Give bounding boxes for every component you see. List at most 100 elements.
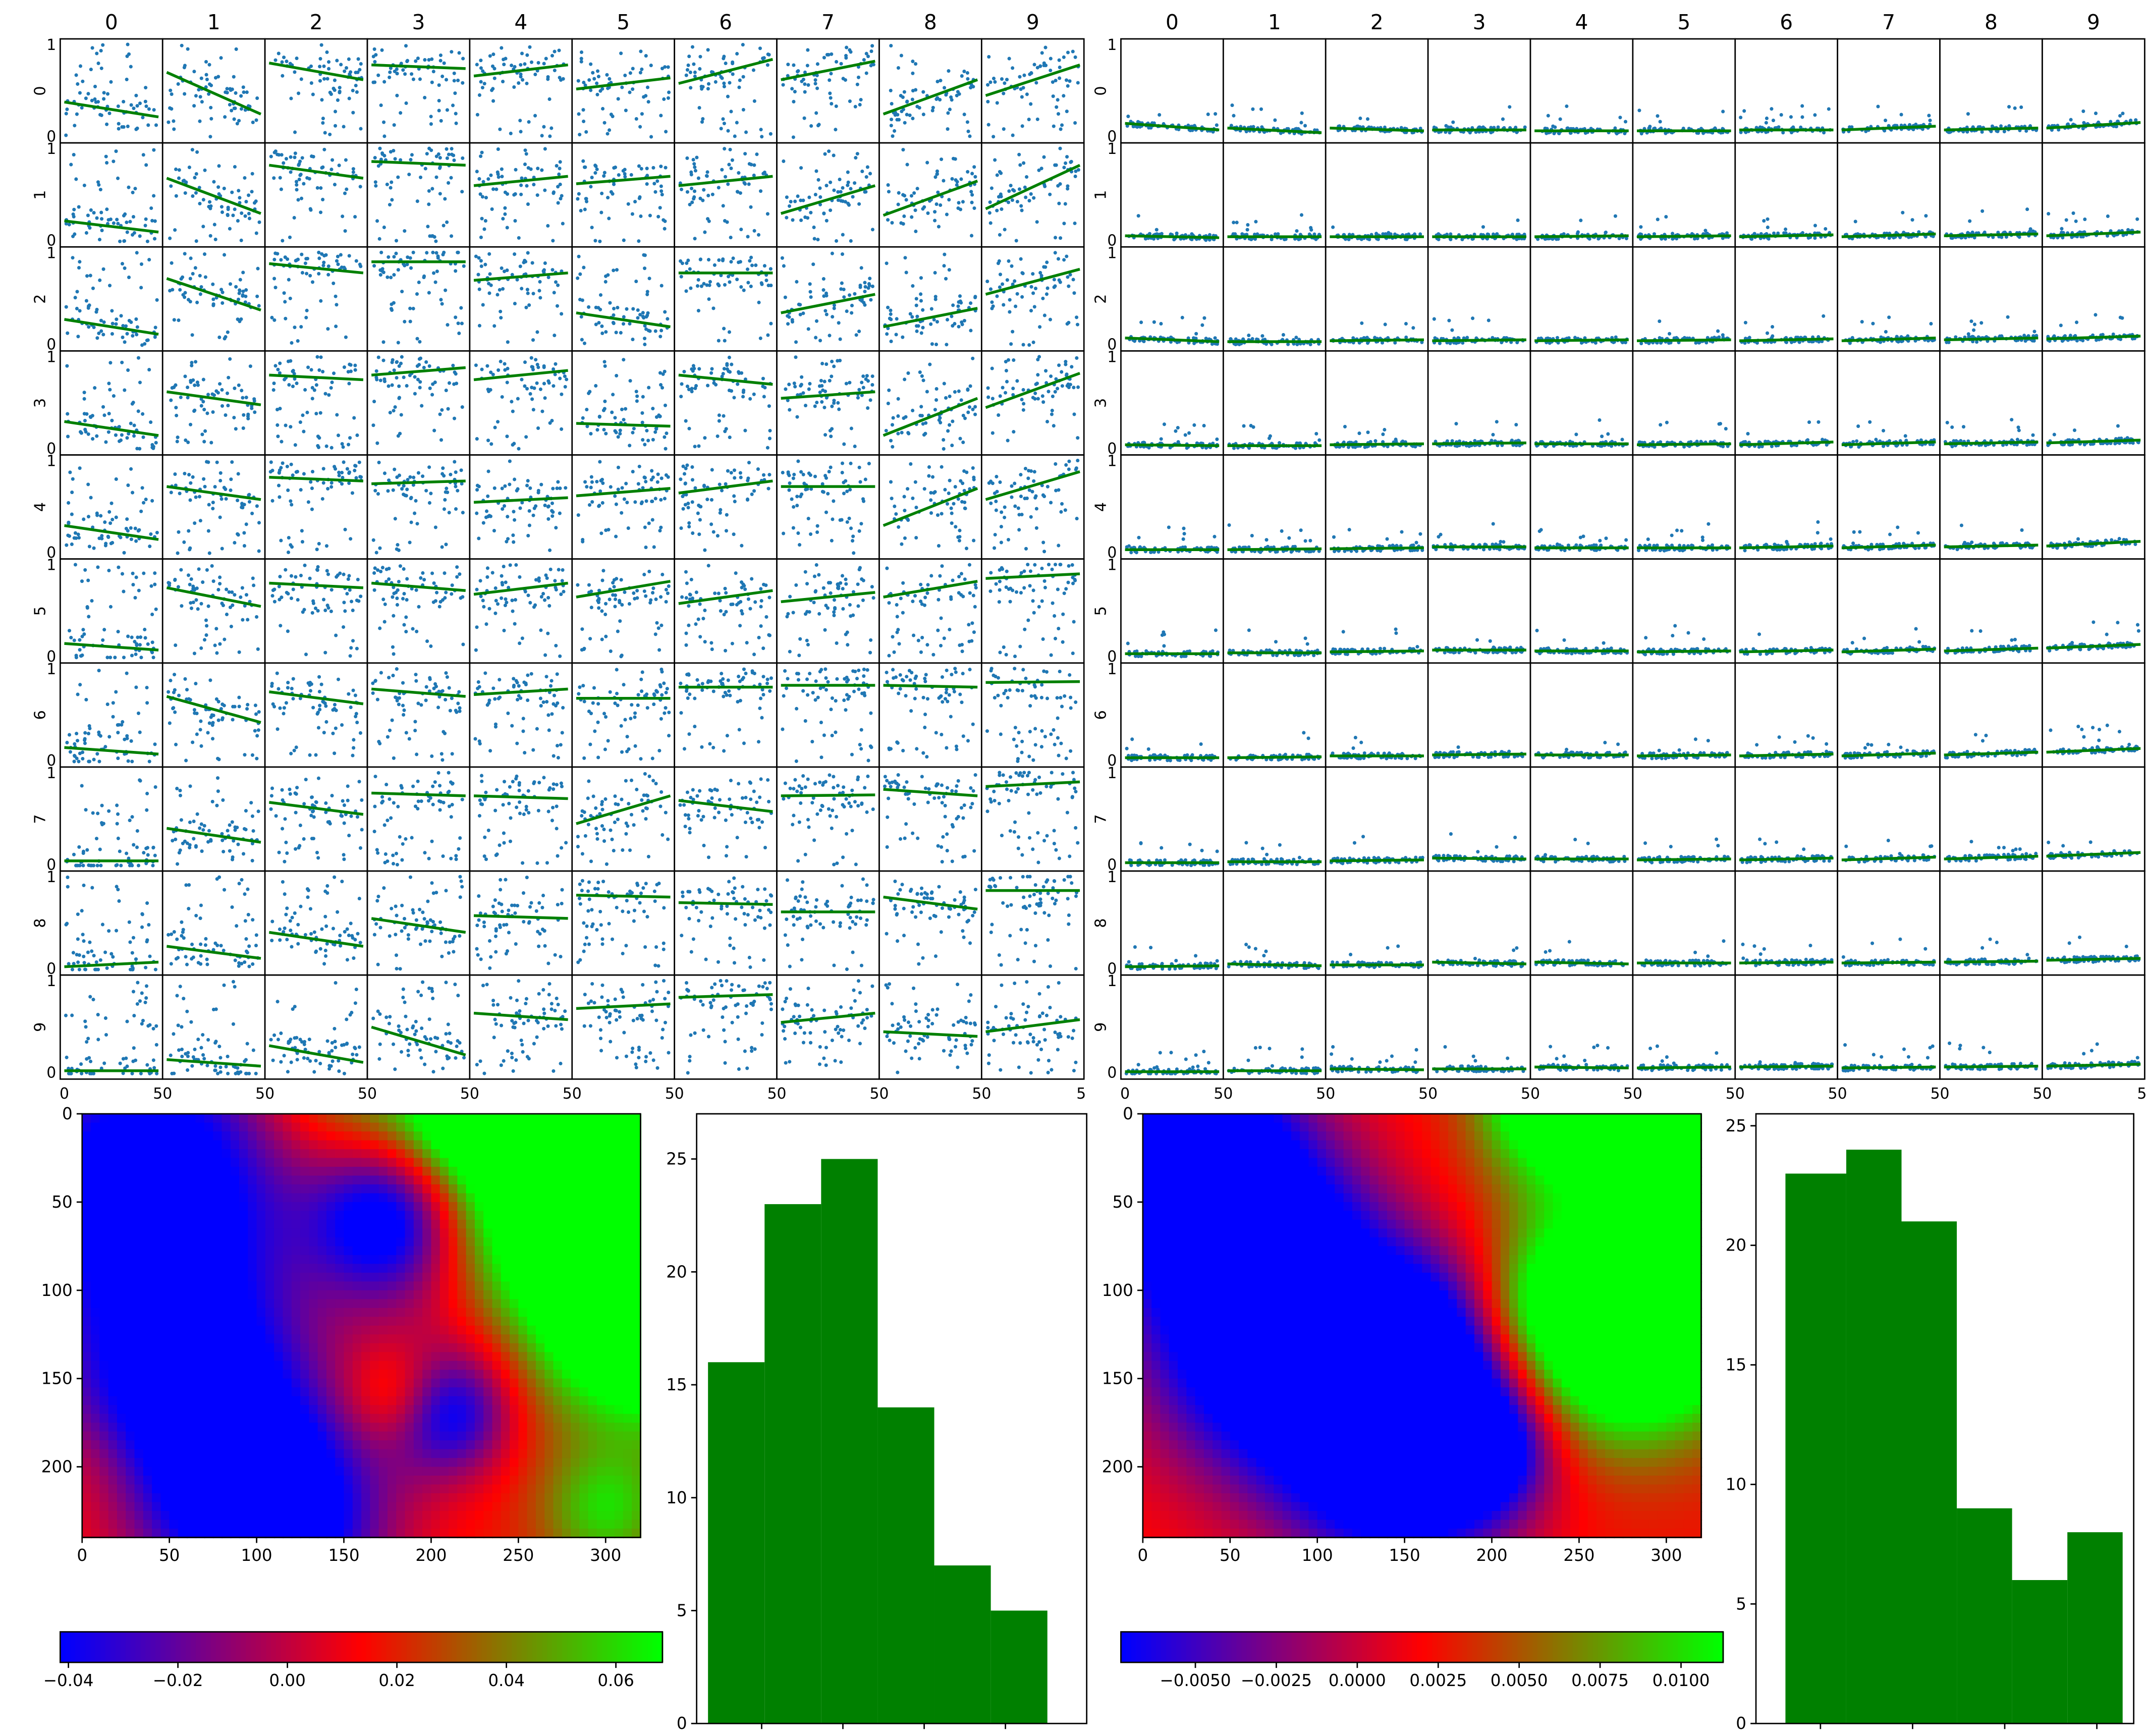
scatter-point <box>286 629 290 633</box>
scatter-point <box>133 231 136 235</box>
scatter-point <box>816 178 820 182</box>
scatter-point <box>501 217 505 221</box>
scatter-point <box>211 410 215 414</box>
scatter-point <box>711 746 715 749</box>
scatter-point <box>601 569 605 572</box>
scatter-point <box>344 158 348 161</box>
scatter-point <box>483 263 487 266</box>
scatter-point <box>587 583 591 587</box>
scatter-point <box>1076 386 1080 389</box>
scatter-point <box>1024 547 1028 551</box>
scatter-point <box>887 190 891 193</box>
scatter-point <box>136 104 139 107</box>
scatter-point <box>639 757 642 761</box>
scatter-point <box>766 678 769 681</box>
scatter-point <box>278 361 282 365</box>
scatter-cell <box>367 455 470 559</box>
scatter-point <box>217 336 221 339</box>
scatter-point <box>86 92 90 95</box>
scatter-point <box>716 534 720 537</box>
scatter-point <box>659 668 663 671</box>
scatter-point <box>416 378 420 382</box>
scatter-point <box>891 635 895 638</box>
scatter-point <box>424 167 427 171</box>
scatter-point <box>724 175 727 179</box>
scatter-point <box>397 268 400 272</box>
scatter-point <box>1019 87 1023 91</box>
scatter-point <box>931 653 935 657</box>
scatter-point <box>585 485 588 489</box>
scatter-point <box>126 634 130 638</box>
scatter-point <box>1020 271 1024 275</box>
scatter-point <box>690 578 693 581</box>
scatter-point <box>1016 200 1019 203</box>
scatter-point <box>355 476 358 479</box>
scatter-point <box>273 364 277 367</box>
scatter-point <box>394 252 398 255</box>
scatter-point <box>890 221 894 225</box>
scatter-point <box>147 258 151 261</box>
scatter-point <box>239 595 242 599</box>
scatter-point <box>629 379 632 383</box>
scatter-point <box>903 121 907 125</box>
scatter-point <box>69 163 73 167</box>
scatter-point <box>716 435 720 438</box>
scatter-point <box>934 343 938 346</box>
scatter-point <box>866 165 869 169</box>
scatter-point <box>788 204 791 208</box>
scatter-point <box>539 483 543 486</box>
scatter-point <box>769 284 773 287</box>
scatter-point <box>319 299 322 303</box>
scatter-point <box>236 317 240 321</box>
scatter-point <box>842 288 846 291</box>
scatter-point <box>1053 284 1057 288</box>
scatter-point <box>381 598 385 601</box>
scatter-point <box>618 601 621 604</box>
scatter-point <box>697 532 701 536</box>
scatter-point <box>1067 564 1071 568</box>
scatter-point <box>344 528 347 531</box>
scatter-point <box>659 114 663 117</box>
scatter-point <box>925 591 929 595</box>
scatter-point <box>191 587 195 590</box>
scatter-point <box>724 591 728 594</box>
scatter-point <box>899 673 902 677</box>
scatter-point <box>723 339 727 342</box>
scatter-point <box>958 529 961 532</box>
scatter-point <box>654 598 658 601</box>
scatter-point <box>631 307 635 310</box>
scatter-point <box>746 281 750 284</box>
scatter-point <box>607 216 611 220</box>
scatter-point <box>297 91 300 95</box>
scatter-point <box>729 260 733 263</box>
scatter-point <box>851 534 855 538</box>
scatter-point <box>729 110 733 113</box>
scatter-point <box>460 190 464 193</box>
scatter-point <box>506 515 509 518</box>
scatter-point <box>929 322 932 326</box>
scatter-point <box>622 683 626 686</box>
scatter-point <box>550 419 554 422</box>
scatter-point <box>392 756 396 760</box>
scatter-point <box>580 57 583 61</box>
scatter-point <box>512 685 516 688</box>
scatter-point <box>911 97 914 101</box>
scatter-point <box>684 481 687 485</box>
scatter-point <box>687 64 690 67</box>
scatter-point <box>682 507 685 511</box>
scatter-point <box>990 307 994 310</box>
scatter-point <box>393 123 396 127</box>
scatter-point <box>333 88 337 92</box>
scatter-point <box>512 510 515 513</box>
scatter-point <box>134 317 138 321</box>
scatter-point <box>492 324 496 328</box>
scatter-point <box>343 70 346 73</box>
scatter-point <box>322 467 325 470</box>
scatter-cell <box>162 351 265 455</box>
scatter-cell <box>60 663 162 767</box>
scatter-point <box>351 89 355 92</box>
scatter-point <box>685 581 689 585</box>
scatter-point <box>814 336 817 339</box>
scatter-point <box>748 397 752 401</box>
scatter-point <box>200 100 204 103</box>
